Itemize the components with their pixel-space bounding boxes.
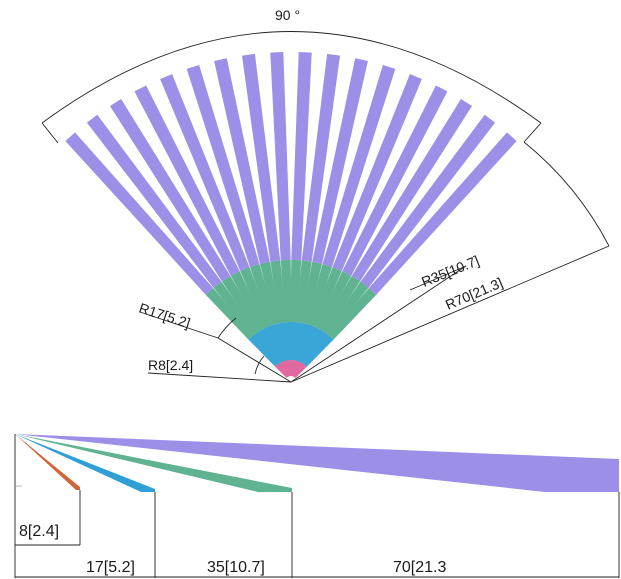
- fan-blade-mid-4: [240, 267, 272, 328]
- r17-leader: [139, 311, 219, 339]
- fan-blade-inner-16: [303, 332, 330, 366]
- r35-leader: [290, 265, 467, 383]
- fan-blade-outer-12: [322, 65, 396, 267]
- fan-blade-outer-17: [368, 132, 517, 295]
- r8-leader: [147, 372, 292, 383]
- fan-blade-mid-8: [280, 259, 292, 323]
- fan-blade-mid-2: [221, 276, 262, 333]
- fan-blade-mid-0: [205, 288, 254, 340]
- fan-blade-inner-6: [275, 322, 288, 361]
- fan-blade-outer-0: [65, 132, 214, 295]
- fan-blades: [65, 52, 517, 378]
- fan-blade-outer-15: [351, 99, 472, 282]
- profile-blade-35: [15, 434, 292, 492]
- fan-blade-mid-12: [305, 264, 332, 326]
- fan-blade-outer-9: [291, 52, 312, 261]
- r17-leader-ext: [217, 337, 292, 383]
- fan-blade-outer-8: [270, 52, 291, 261]
- fan-blade-inner-15: [301, 329, 326, 365]
- fan-blade-core-1: [276, 363, 288, 378]
- fan-blade-core-16: [294, 363, 306, 378]
- fan-blade-outer-3: [134, 85, 240, 276]
- fan-blade-outer-1: [86, 114, 222, 288]
- fan-blade-outer-2: [110, 99, 231, 282]
- fan-blade-mid-11: [300, 261, 322, 325]
- fan-blade-inner-13: [297, 325, 317, 363]
- profile-label-8: 8[2.4]: [19, 523, 59, 540]
- fan-blade-mid-1: [213, 281, 258, 336]
- fan-blade-outer-16: [360, 114, 496, 288]
- fan-blade-outer-5: [186, 65, 260, 267]
- profile-blade-17: [15, 434, 155, 492]
- profile-blade-70: [15, 434, 619, 492]
- r8-label: R8[2.4]: [148, 357, 193, 373]
- fan-blade-inner-3: [260, 327, 283, 364]
- fan-blade-inner-7: [280, 322, 290, 361]
- fan-blade-mid-14: [315, 271, 352, 331]
- profile-blade-8: [15, 434, 80, 490]
- angle-dimension-arc: [41, 31, 542, 124]
- r35-underline: [409, 265, 467, 291]
- fan-blade-inner-5: [270, 323, 286, 362]
- r70-leader: [290, 245, 610, 383]
- profile-label-17: 17[5.2]: [86, 559, 135, 576]
- fan-view: 90 ° R70[21.3] R35[10.7] R17[5.2] R8[2.4…: [41, 7, 610, 383]
- fan-blade-outer-4: [160, 74, 250, 271]
- fan-blade-outer-7: [242, 53, 281, 262]
- fan-blade-core-17: [294, 364, 307, 378]
- r8-dimension-arc: [254, 355, 265, 375]
- angle-extension-right: [523, 122, 542, 143]
- profile-view: 8[2.4] 17[5.2] 35[10.7] 70[21.3: [14, 434, 620, 578]
- fan-blade-outer-11: [312, 58, 368, 264]
- fan-blade-mid-3: [230, 271, 267, 331]
- fan-blade-mid-9: [290, 259, 302, 323]
- profile-label-35: 35[10.7]: [207, 559, 265, 576]
- fan-blade-inner-4: [265, 325, 285, 363]
- fan-blade-inner-14: [299, 327, 322, 364]
- fan-blade-outer-14: [342, 85, 448, 276]
- fan-blade-outer-10: [301, 53, 340, 262]
- angle-extension-left: [41, 122, 59, 144]
- fan-blade-mid-15: [320, 276, 361, 333]
- fan-blade-inner-8: [285, 321, 292, 361]
- fan-blade-mid-13: [310, 267, 342, 328]
- fan-blade-mid-17: [328, 288, 377, 340]
- fan-blade-inner-2: [256, 329, 281, 365]
- r70-label: R70[21.3]: [443, 274, 505, 312]
- r17-label: R17[5.2]: [137, 300, 192, 332]
- fan-blade-mid-7: [270, 260, 287, 323]
- r70-dimension-arc: [523, 141, 610, 247]
- fan-blade-inner-17: [304, 335, 334, 367]
- angle-label: 90 °: [275, 7, 300, 23]
- fan-blade-outer-13: [332, 74, 422, 271]
- fan-blade-core-2: [278, 362, 289, 378]
- fan-blade-mid-6: [260, 261, 282, 325]
- profile-label-70: 70[21.3: [393, 559, 446, 576]
- fan-blade-mid-16: [324, 281, 369, 336]
- r35-label: R35[10.7]: [419, 252, 481, 290]
- fan-blade-outer-6: [214, 58, 270, 264]
- fan-blade-inner-1: [252, 332, 279, 366]
- fan-blade-inner-0: [248, 335, 278, 367]
- fan-blade-mid-10: [295, 260, 312, 323]
- fan-blade-mid-5: [250, 264, 277, 326]
